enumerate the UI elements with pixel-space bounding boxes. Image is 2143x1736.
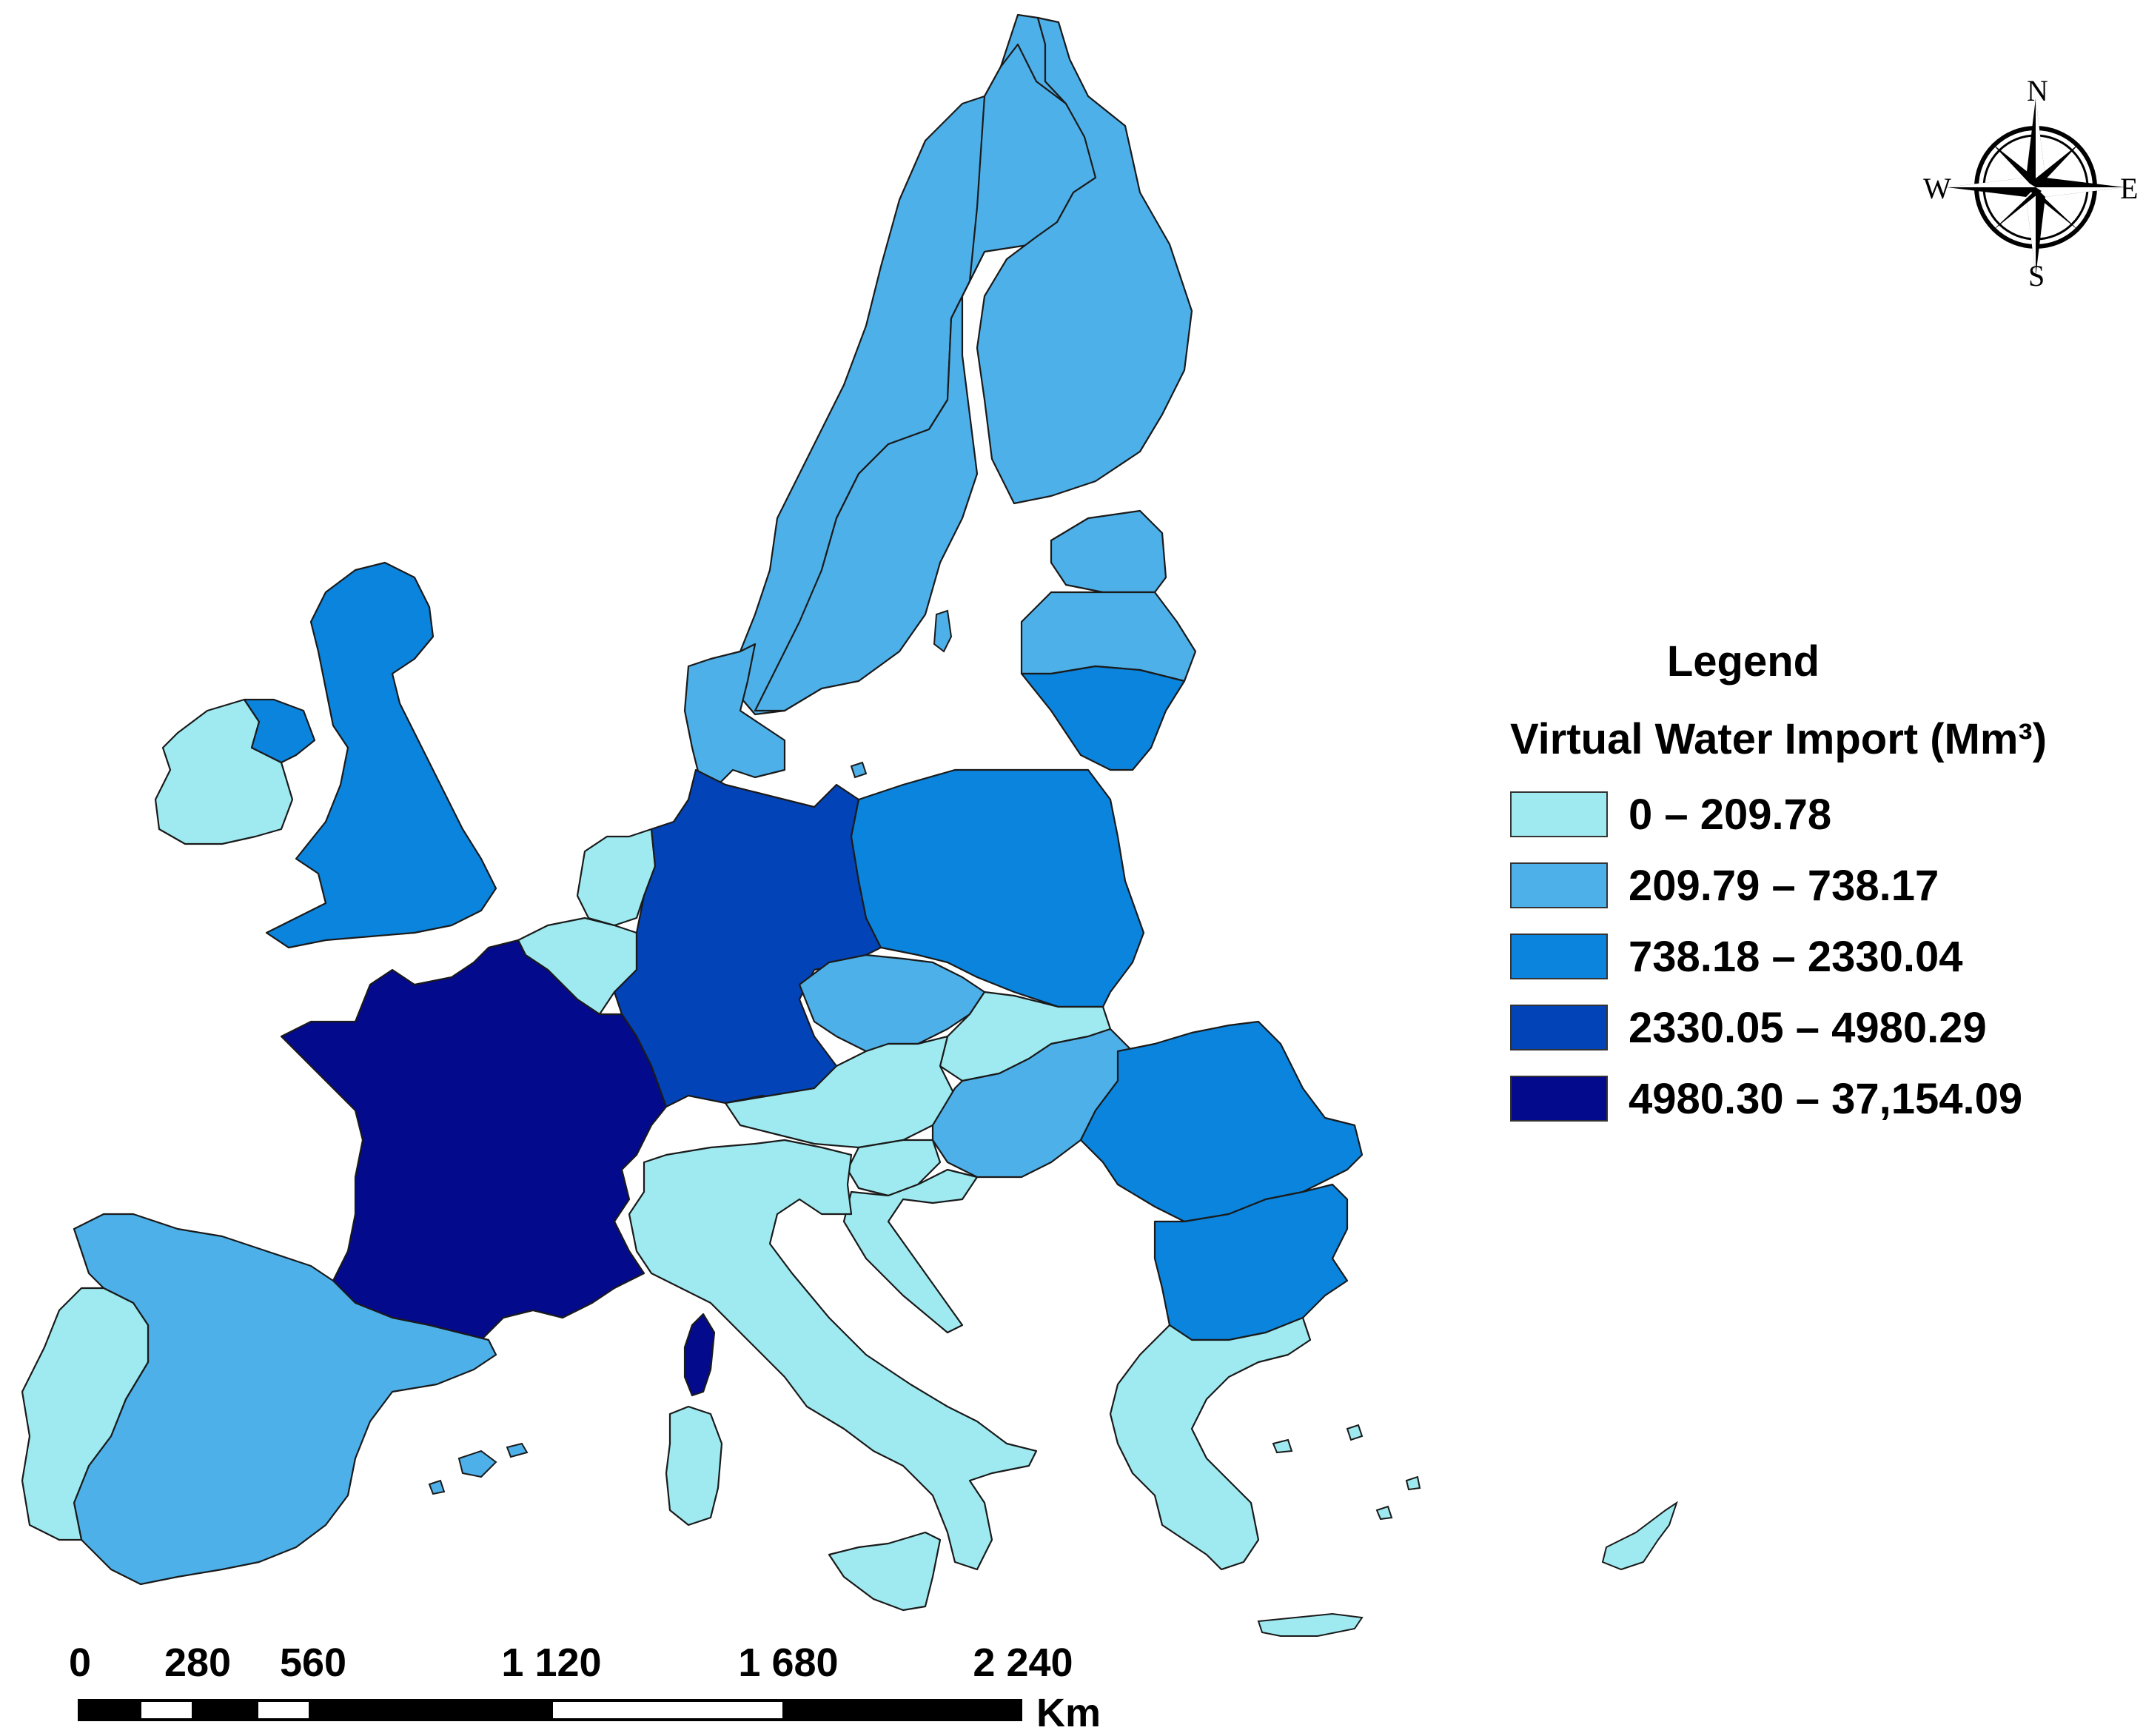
scale-tick-label: 2 240 [973, 1641, 1073, 1685]
region-germany [613, 768, 882, 1108]
region-austria [724, 1035, 956, 1149]
scale-unit-label: Km [1036, 1691, 1101, 1735]
region-poland [850, 768, 1145, 1008]
legend-label: 738.18 – 2330.04 [1629, 932, 1963, 981]
legend-label: 209.79 – 738.17 [1629, 861, 1939, 910]
island-bornholm [850, 761, 868, 779]
scale-tick-label: 1 680 [738, 1641, 839, 1685]
scale-tick-label: 0 [68, 1641, 92, 1685]
legend-swatch [1510, 862, 1608, 908]
region-sicily [828, 1531, 942, 1612]
legend-swatch [1510, 934, 1608, 979]
island-aegean [1272, 1438, 1293, 1454]
region-cyprus [1601, 1501, 1678, 1571]
scale-tick-label: 280 [164, 1641, 232, 1685]
compass-rose-graphic [1947, 98, 2124, 276]
island-ibiza [428, 1479, 446, 1495]
scale-segment [195, 1699, 255, 1721]
scale-bar: 0 280 560 1 120 1 680 2 240 Km [67, 1640, 1177, 1735]
scale-segment [78, 1699, 138, 1721]
region-netherlands [576, 828, 657, 927]
compass-east-label: E [2120, 172, 2139, 205]
legend-item: 0 – 209.78 [1510, 779, 2132, 850]
region-croatia [842, 1168, 979, 1334]
compass-north-label: N [2027, 74, 2048, 107]
legend-label: 0 – 209.78 [1629, 790, 1832, 839]
island-mallorca [457, 1450, 497, 1478]
scale-segment [138, 1699, 195, 1721]
compass-rose-icon: N S E W [1923, 74, 2143, 292]
region-italy [628, 1139, 1038, 1571]
scale-segment [785, 1699, 1022, 1721]
legend-swatch [1510, 791, 1608, 837]
region-portugal [21, 1287, 150, 1541]
legend-label: 4980.30 – 37,154.09 [1629, 1074, 2023, 1123]
scale-segment [312, 1699, 550, 1721]
island-aegean [1405, 1475, 1421, 1491]
legend-label: 2330.05 – 4980.29 [1629, 1003, 1987, 1052]
island-crete [1257, 1612, 1364, 1637]
region-lithuania [1020, 665, 1186, 771]
region-corsica [683, 1313, 716, 1397]
region-greece [1109, 1316, 1312, 1571]
region-denmark [683, 643, 786, 786]
map-legend: Legend Virtual Water Import (Mm³) 0 – 20… [1510, 637, 2132, 1134]
legend-item: 2330.05 – 4980.29 [1510, 992, 2132, 1063]
island-menorca [506, 1442, 529, 1458]
island-aegean [1346, 1424, 1364, 1441]
scale-tick-label: 560 [279, 1641, 347, 1685]
region-romania [1079, 1020, 1364, 1223]
legend-item: 738.18 – 2330.04 [1510, 921, 2132, 992]
legend-subtitle: Virtual Water Import (Mm³) [1510, 715, 2048, 763]
region-great-britain [265, 561, 497, 949]
island-aegean [1375, 1505, 1393, 1521]
scale-tick-label: 1 120 [501, 1641, 602, 1685]
scale-segment [550, 1699, 785, 1721]
legend-swatch [1510, 1005, 1608, 1050]
compass-south-label: S [2028, 259, 2045, 292]
island-gotland [933, 609, 953, 653]
legend-item: 209.79 – 738.17 [1510, 850, 2132, 921]
legend-swatch [1510, 1076, 1608, 1122]
region-sardinia [665, 1405, 723, 1526]
scale-bar-segments [78, 1699, 1022, 1721]
legend-item: 4980.30 – 37,154.09 [1510, 1063, 2132, 1134]
legend-items: 0 – 209.78 209.79 – 738.17 738.18 – 2330… [1510, 779, 2132, 1134]
scale-segment [255, 1699, 312, 1721]
region-estonia [1050, 509, 1167, 594]
legend-title: Legend [1666, 637, 1820, 686]
region-finland [976, 16, 1193, 505]
compass-west-label: W [1923, 172, 1951, 205]
region-northern-ireland [243, 698, 316, 764]
